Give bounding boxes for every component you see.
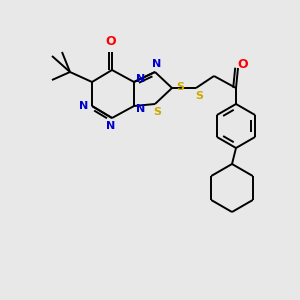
- Text: N: N: [106, 121, 116, 131]
- Text: S: S: [176, 82, 184, 92]
- Text: S: S: [195, 91, 203, 101]
- Text: N: N: [80, 101, 88, 111]
- Text: N: N: [136, 74, 146, 84]
- Text: S: S: [153, 107, 161, 117]
- Text: N: N: [152, 59, 162, 69]
- Text: O: O: [106, 35, 116, 48]
- Text: O: O: [238, 58, 248, 71]
- Text: N: N: [136, 104, 146, 114]
